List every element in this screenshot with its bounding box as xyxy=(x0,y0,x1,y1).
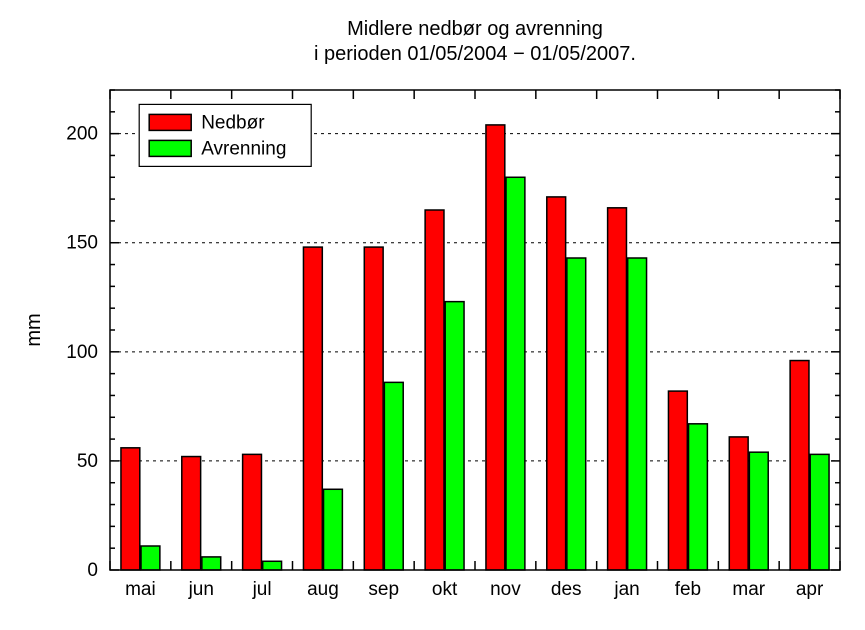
chart-svg: Midlere nedbør og avrenning i perioden 01… xyxy=(0,0,865,630)
bar-avrenning-mar xyxy=(749,452,768,570)
xtick-label: mai xyxy=(125,579,156,600)
bar-nedbør-jan xyxy=(608,208,627,570)
bar-avrenning-nov xyxy=(506,177,525,570)
bar-nedbør-jul xyxy=(243,454,262,570)
bar-nedbør-mai xyxy=(121,448,140,570)
chart-container: { "chart": { "type": "bar", "width": 865… xyxy=(0,0,865,630)
ytick-label: 0 xyxy=(87,560,98,581)
chart-title-line1: Midlere nedbør og avrenning xyxy=(347,18,603,40)
xtick-label: feb xyxy=(675,579,701,600)
bar-nedbør-mar xyxy=(729,437,748,570)
bar-avrenning-mai xyxy=(141,546,160,570)
bar-avrenning-jan xyxy=(628,258,647,570)
bar-nedbør-apr xyxy=(790,361,809,570)
bar-avrenning-okt xyxy=(445,302,464,570)
bar-nedbør-sep xyxy=(364,247,383,570)
legend-swatch-1 xyxy=(149,140,191,156)
bar-avrenning-aug xyxy=(324,489,343,570)
bar-avrenning-apr xyxy=(810,454,829,570)
bar-avrenning-jun xyxy=(202,557,221,570)
xtick-label: jul xyxy=(252,579,272,600)
xtick-label: jun xyxy=(188,579,214,600)
xtick-label: nov xyxy=(490,579,521,600)
ytick-label: 100 xyxy=(66,342,98,363)
xtick-label: jan xyxy=(613,579,639,600)
xtick-label: apr xyxy=(796,579,824,600)
legend-label-0: Nedbør xyxy=(201,112,265,133)
xtick-label: okt xyxy=(432,579,458,600)
legend-swatch-0 xyxy=(149,114,191,130)
bar-avrenning-jul xyxy=(263,561,282,570)
ytick-label: 150 xyxy=(66,233,98,254)
xtick-label: mar xyxy=(732,579,765,600)
xtick-label: aug xyxy=(307,579,339,600)
legend-label-1: Avrenning xyxy=(201,138,286,159)
bar-nedbør-aug xyxy=(303,247,322,570)
bar-nedbør-nov xyxy=(486,125,505,570)
chart-title-line2: i perioden 01/05/2004 − 01/05/2007. xyxy=(314,43,636,65)
bar-nedbør-jun xyxy=(182,457,201,570)
bar-nedbør-feb xyxy=(668,391,687,570)
ytick-label: 200 xyxy=(66,124,98,145)
xtick-label: sep xyxy=(368,579,399,600)
xtick-label: des xyxy=(551,579,582,600)
ytick-label: 50 xyxy=(77,451,98,472)
bar-avrenning-sep xyxy=(384,382,403,570)
y-axis-label: mm xyxy=(23,313,45,346)
bar-nedbør-des xyxy=(547,197,566,570)
bar-nedbør-okt xyxy=(425,210,444,570)
bar-avrenning-feb xyxy=(689,424,708,570)
bar-avrenning-des xyxy=(567,258,586,570)
